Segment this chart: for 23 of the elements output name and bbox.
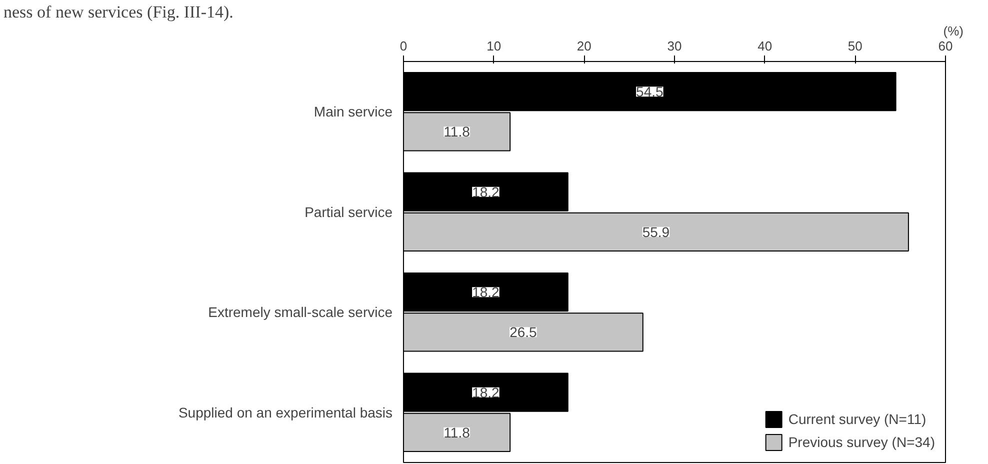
data-label: 18.2 [472, 284, 500, 300]
legend-label: Current survey (N=11) [788, 411, 926, 427]
x-tick-label: 50 [848, 38, 862, 54]
data-label: 55.9 [642, 224, 670, 240]
legend-label: Previous survey (N=34) [788, 434, 935, 450]
y-tick-label: Main service [314, 104, 393, 120]
x-tick-label: 0 [400, 38, 408, 54]
x-tick-label: 60 [938, 38, 953, 54]
data-label: 18.2 [472, 184, 500, 200]
y-tick-label: Extremely small-scale service [208, 304, 393, 320]
x-axis-title: (%) [943, 24, 964, 38]
y-tick-label: Supplied on an experimental basis [178, 404, 393, 420]
x-tick-label: 40 [758, 38, 772, 54]
x-tick-label: 20 [576, 38, 592, 54]
data-label: 11.8 [444, 124, 470, 140]
data-label: 18.2 [472, 384, 500, 400]
y-tick-label: Partial service [304, 204, 393, 220]
data-label: 11.8 [444, 424, 470, 440]
x-tick-label: 10 [486, 38, 502, 54]
x-tick-label: 30 [667, 38, 682, 54]
text: ness of new services (Fig. III-14). [4, 2, 234, 22]
data-label: 26.5 [510, 324, 538, 340]
data-label: 54.5 [636, 84, 664, 100]
